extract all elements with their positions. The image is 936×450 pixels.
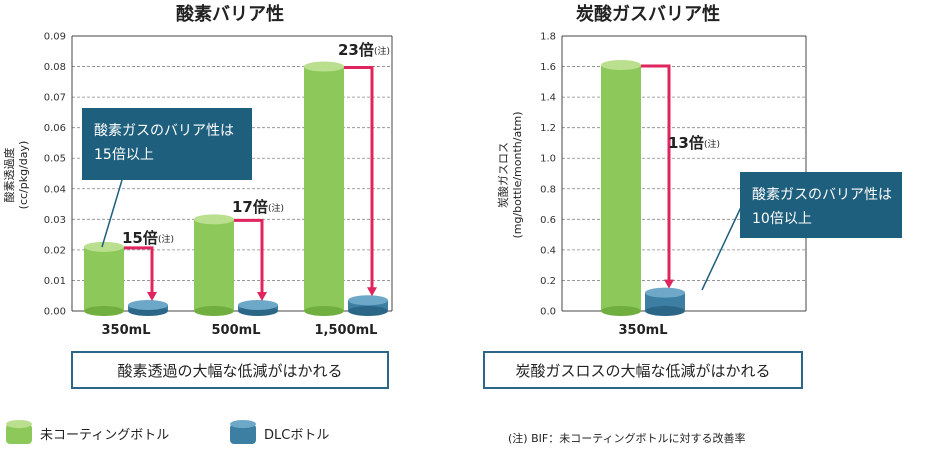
- bar-uncoated-top: [194, 214, 234, 225]
- bar-dlc-base: [348, 306, 388, 316]
- reduction-arrow: [344, 66, 374, 289]
- chart1-ytick-label: 0.01: [44, 276, 66, 287]
- reduction-arrow-head: [257, 292, 267, 301]
- bar-dlc-top: [128, 300, 168, 310]
- chart2-ytick-label: 1.0: [540, 154, 556, 165]
- reduction-arrow-head: [147, 292, 157, 301]
- ratio-label: 13倍: [668, 134, 704, 152]
- bar-dlc-1-3: [348, 300, 388, 311]
- reduction-arrow-head: [664, 279, 674, 289]
- callout-box: [740, 172, 902, 238]
- bar-uncoated-base: [304, 306, 344, 316]
- chart1-ytick-label: 0.02: [44, 245, 66, 256]
- chart2-ytick-label: 0.8: [540, 184, 556, 195]
- bar-dlc-top: [238, 300, 278, 310]
- chart1-ytick-label: 0.06: [44, 123, 66, 134]
- chart1-ytick-label: 0.09: [44, 32, 66, 43]
- ratio-note: (注): [374, 45, 390, 57]
- chart2-yunit: (mg/bottle/month/atm): [511, 111, 524, 238]
- callout-line-2: 10倍以上: [752, 211, 812, 227]
- chart1-summary-box: [71, 351, 389, 389]
- bar-dlc-top: [645, 287, 685, 298]
- chart1-ytick-label: 0.05: [44, 154, 66, 165]
- callout-line-1: 酸素ガスのバリア性は: [752, 187, 892, 203]
- chart1-category-label: 1,500mL: [315, 323, 378, 338]
- bar-uncoated-top: [304, 61, 344, 72]
- ratio-note: (注): [704, 138, 720, 150]
- chart1-ytick-label: 0.08: [44, 62, 66, 73]
- reduction-arrow: [234, 218, 264, 293]
- bar-uncoated-1-2: [194, 219, 234, 311]
- chart1-summary: 酸素透過の大幅な低減がはかれる: [117, 362, 342, 380]
- callout-box: [82, 108, 252, 180]
- legend-label-dlc: DLCボトル: [264, 428, 329, 443]
- bar-uncoated-1-1: [84, 246, 124, 311]
- chart1-ylabel: 酸素透過度: [2, 148, 16, 203]
- bar-dlc-base: [645, 306, 685, 316]
- legend-swatch-dlc: [230, 424, 256, 444]
- chart2-ytick-label: 1.4: [540, 93, 556, 104]
- chart2-ytick-label: 1.2: [540, 123, 556, 134]
- chart2-category-label: 350mL: [619, 323, 668, 338]
- chart2-ytick-label: 0.4: [540, 245, 556, 256]
- callout-line-2: 15倍以上: [94, 147, 154, 163]
- chart2-ylabel: 炭酸ガスロス: [496, 142, 510, 208]
- chart1-ytick-label: 0.07: [44, 93, 66, 104]
- chart1-title: 酸素バリア性: [176, 3, 284, 25]
- bar-uncoated-base: [601, 306, 641, 316]
- callout-pointer: [701, 204, 743, 291]
- bar-layer: [84, 60, 685, 316]
- chart2-summary-box: [483, 351, 803, 389]
- ratio-note: (注): [268, 202, 284, 214]
- chart1-ytick-label: 0.04: [44, 184, 66, 195]
- bar-uncoated-1-3: [304, 66, 344, 311]
- legend-label-uncoated: 未コーティングボトル: [40, 428, 169, 443]
- chart1-category-label: 500mL: [212, 323, 261, 338]
- bar-uncoated-base: [84, 306, 124, 316]
- chart2-summary: 炭酸ガスロスの大幅な低減がはかれる: [515, 362, 770, 380]
- callout-line-1: 酸素ガスのバリア性は: [94, 123, 234, 139]
- chart2-ytick-label: 0.6: [540, 215, 556, 226]
- reduction-arrow: [641, 64, 671, 281]
- bar-dlc-top: [348, 295, 388, 306]
- chart2-ytick-label: 1.6: [540, 62, 556, 73]
- chart2-ytick-label: 1.8: [540, 32, 556, 43]
- chart2-ytick-label: 0.2: [540, 276, 556, 287]
- ratio-label: 17倍: [232, 198, 268, 216]
- bar-uncoated-2-1: [601, 65, 641, 312]
- label-layer: 0.00 0.01 0.02 0.03 0.04 0.05 0.06 0.07 0.08 0.09…: [44, 32, 902, 338]
- footnote: (注) BIF：未コーティングボトルに対する改善率: [508, 431, 746, 445]
- legend-swatch-uncoated: [6, 424, 32, 444]
- chart2-title: 炭酸ガスバリア性: [576, 3, 720, 25]
- ratio-note: (注): [158, 233, 174, 245]
- chart2-ytick-label: 0.0: [540, 307, 556, 318]
- ratio-label: 23倍: [338, 41, 374, 59]
- reduction-arrow: [124, 246, 154, 293]
- callout-pointer: [101, 179, 123, 248]
- ratio-label: 15倍: [122, 229, 158, 247]
- chart1-ytick-label: 0.03: [44, 215, 66, 226]
- legend: 未コーティングボトル DLCボトル: [6, 420, 329, 444]
- bar-uncoated-top: [84, 241, 124, 252]
- reduction-arrow-head: [367, 287, 377, 297]
- bar-uncoated-top: [601, 60, 641, 71]
- chart1-ytick-label: 0.00: [44, 307, 66, 318]
- chart1-yunit: (cc/pkg/day): [17, 141, 30, 210]
- legend-swatch-uncoated-top: [6, 420, 32, 428]
- legend-swatch-dlc-top: [230, 420, 256, 428]
- bar-uncoated-base: [194, 306, 234, 316]
- chart1-category-label: 350mL: [102, 323, 151, 338]
- bar-dlc-2-1: [645, 292, 685, 311]
